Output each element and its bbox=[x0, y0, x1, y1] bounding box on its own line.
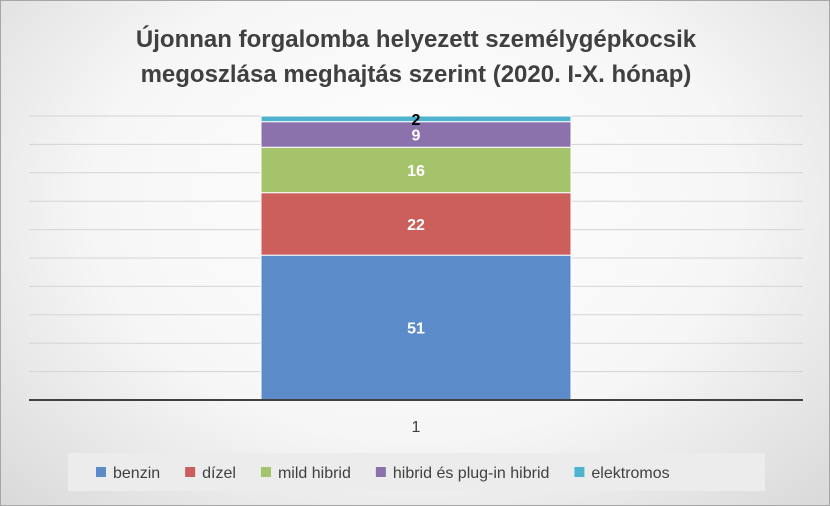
data-label-benzin: 51 bbox=[407, 321, 425, 338]
legend-marker-d-zel bbox=[185, 467, 196, 477]
legend-label-mild-hibrid: mild hibrid bbox=[278, 465, 351, 482]
legend-marker-mild-hibrid bbox=[260, 467, 271, 477]
bar-segment-hibrid-s-plug-in-hibrid bbox=[260, 121, 572, 148]
x-tick-label: 1 bbox=[412, 419, 421, 436]
bar-segment-mild-hibrid bbox=[260, 146, 572, 194]
legend-marker-elektromos bbox=[574, 467, 585, 477]
legend-marker-hibrid-s-plug-in-hibrid bbox=[375, 467, 386, 477]
chart-title-line-1: Újonnan forgalomba helyezett személygépk… bbox=[136, 25, 697, 53]
stacked-bar: 51 22 16 92 bbox=[260, 112, 572, 401]
data-label-elektromos: 2 bbox=[412, 112, 421, 129]
data-label-mild-hibrid: 16 bbox=[407, 163, 425, 180]
bar-segment-d-zel bbox=[260, 192, 572, 256]
data-label-hibrid-s-plug-in-hibrid: 9 bbox=[412, 127, 421, 144]
bar-segment-elektromos bbox=[260, 115, 572, 123]
data-label-d-zel: 22 bbox=[407, 217, 425, 234]
legend-label-elektromos: elektromos bbox=[591, 465, 669, 482]
legend-marker-benzin bbox=[96, 467, 106, 477]
legend-box bbox=[68, 453, 765, 491]
legend-label-hibrid-s-plug-in-hibrid: hibrid és plug-in hibrid bbox=[393, 465, 550, 482]
chart-title-line-2: megoszlása meghajtás szerint (2020. I-X.… bbox=[141, 61, 692, 88]
legend-label-d-zel: dízel bbox=[202, 465, 236, 482]
legend-label-benzin: benzin bbox=[113, 465, 160, 482]
legend: benzin dízel mild hibrid hibrid és plug-in … bbox=[96, 465, 670, 482]
